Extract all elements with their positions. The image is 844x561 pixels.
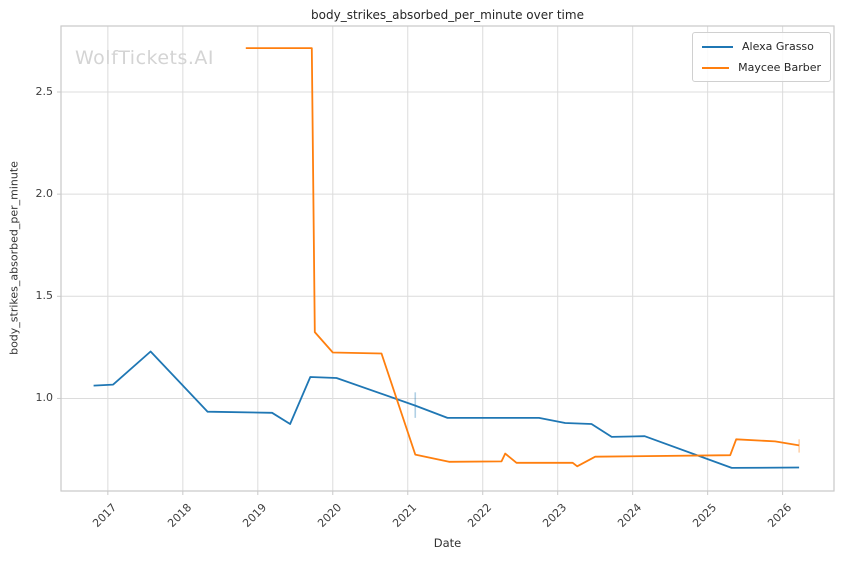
watermark: WolfTickets.AI — [75, 47, 215, 69]
series-line-alexa-grasso — [93, 350, 800, 469]
y-tick-label: 2.0 — [35, 187, 54, 201]
x-axis-label: Date — [433, 536, 462, 550]
legend-line-swatch-blue — [702, 45, 733, 48]
chart-title: body_strikes_absorbed_per_minute over ti… — [311, 8, 584, 22]
legend-item-maycee-barber: Maycee Barber — [702, 61, 821, 74]
plot-border — [60, 25, 835, 492]
legend: Alexa Grasso Maycee Barber — [692, 32, 831, 82]
y-tick-label: 1.0 — [35, 391, 54, 405]
legend-label: Maycee Barber — [738, 61, 821, 74]
legend-item-alexa-grasso: Alexa Grasso — [702, 40, 821, 53]
legend-line-swatch-orange — [702, 66, 730, 69]
y-tick-label: 2.5 — [35, 84, 54, 98]
y-tick-label: 1.5 — [35, 289, 54, 303]
legend-label: Alexa Grasso — [742, 40, 814, 53]
series-line-maycee-barber — [245, 47, 800, 468]
